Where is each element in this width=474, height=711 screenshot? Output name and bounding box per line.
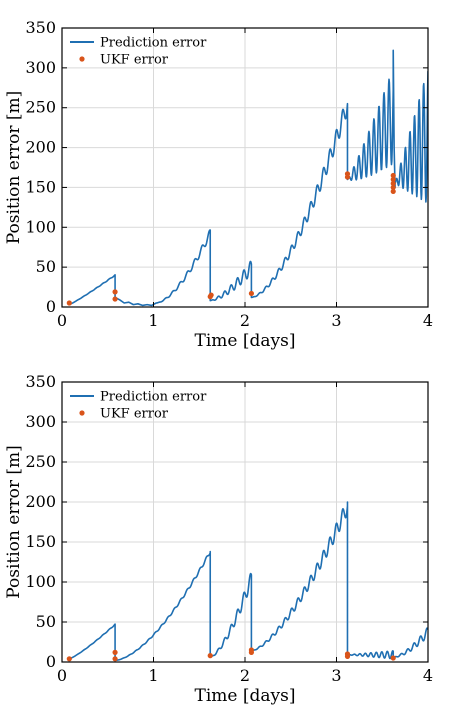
ukf-error-point	[344, 171, 351, 177]
y-tick-label: 50	[36, 612, 56, 631]
x-axis-label: Time [days]	[195, 686, 296, 706]
y-tick-label: 0	[46, 652, 56, 671]
y-tick-label: 250	[25, 98, 56, 117]
y-axis-label: Position error [m]	[4, 445, 24, 598]
y-tick-label: 100	[25, 572, 56, 591]
x-tick-label: 4	[423, 311, 433, 330]
ukf-error-point	[390, 180, 396, 187]
x-tick-label: 2	[240, 666, 250, 685]
data-layer	[66, 49, 428, 307]
ukf-error-point	[207, 653, 213, 659]
x-tick-label: 4	[423, 666, 433, 685]
ukf-error-point	[66, 300, 72, 306]
legend: Prediction error UKF error	[70, 390, 207, 422]
legend: Prediction error UKF error	[70, 36, 207, 68]
ukf-error-point	[248, 290, 255, 297]
x-tick-label: 0	[57, 311, 67, 330]
y-tick-label: 150	[25, 532, 56, 551]
x-axis-label: Time [days]	[195, 331, 296, 351]
ukf-error-point	[390, 176, 396, 183]
y-tick-label: 50	[36, 257, 56, 276]
y-tick-label: 250	[25, 452, 56, 471]
ukf-error-point	[112, 289, 118, 295]
ukf-error-point	[112, 296, 118, 302]
ukf-error-point	[66, 656, 72, 662]
x-tick-label: 1	[148, 311, 158, 330]
y-tick-label: 200	[25, 492, 56, 511]
y-tick-label: 0	[46, 297, 56, 316]
legend-label: Prediction error	[100, 36, 207, 51]
x-tick-label: 1	[148, 666, 158, 685]
series-line-prediction-error	[68, 501, 428, 662]
y-axis-label: Position error [m]	[4, 91, 24, 244]
series-line-prediction-error	[68, 49, 428, 307]
legend-label: Prediction error	[100, 390, 207, 405]
x-tick-label: 3	[331, 311, 341, 330]
ukf-error-point	[208, 292, 214, 298]
legend-swatch-marker	[79, 56, 85, 62]
ukf-error-point	[112, 656, 118, 662]
y-tick-label: 150	[25, 177, 56, 196]
legend-swatch-marker	[79, 410, 85, 416]
ukf-error-point	[248, 647, 255, 653]
ukf-error-point	[390, 655, 396, 661]
y-tick-label: 350	[25, 18, 56, 37]
ukf-error-point	[112, 649, 118, 656]
ukf-error-point	[390, 172, 396, 179]
x-tick-label: 0	[57, 666, 67, 685]
legend-label: UKF error	[100, 407, 169, 422]
chart-panel-2: 0 1 2 3 4 0 50 100 150 200 250 300 350 Time [days] Pos…	[4, 372, 433, 706]
ukf-error-point	[344, 651, 351, 657]
y-tick-label: 200	[25, 138, 56, 157]
y-tick-label: 350	[25, 372, 56, 391]
y-tick-label: 300	[25, 58, 56, 77]
ukf-error-point	[390, 188, 396, 195]
y-tick-label: 300	[25, 412, 56, 431]
y-tick-label: 100	[25, 217, 56, 236]
legend-label: UKF error	[100, 53, 169, 68]
ukf-error-point	[390, 184, 396, 191]
chart-panel-1: 0 1 2 3 4 0 50 100 150 200 250 300 350 Time [days] Pos…	[4, 18, 433, 351]
x-tick-label: 2	[240, 311, 250, 330]
x-tick-label: 3	[331, 666, 341, 685]
data-layer	[66, 501, 428, 662]
